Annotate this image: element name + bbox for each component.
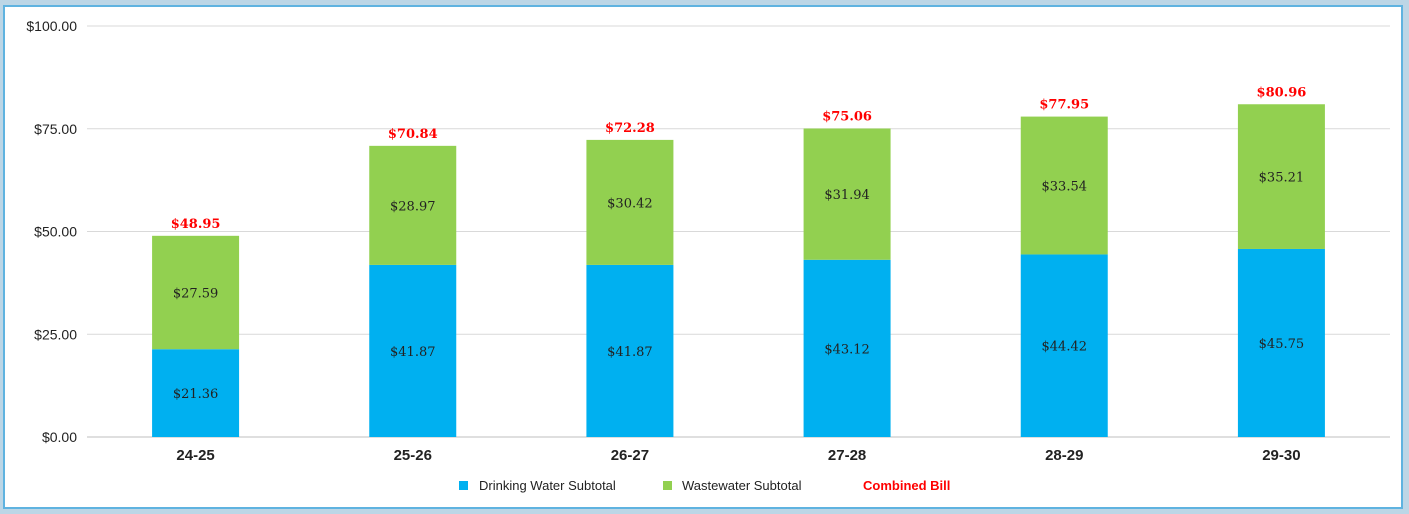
chart-frame: $0.00 $25.00 $50.00 $75.00 $100.00 $21.36 $27… [3,5,1403,509]
data-label-wastewater: $35.21 [1259,171,1305,186]
legend-label-drinking-water: Drinking Water Subtotal [479,478,616,493]
data-label-combined-bill: $80.96 [1257,85,1307,100]
bar-wastewater [369,145,457,265]
bars [152,104,1325,437]
y-tick-label: $0.00 [42,429,77,445]
legend-label-combined-bill: Combined Bill [863,478,950,493]
gridlines [87,25,1390,438]
legend-swatch-wastewater [663,481,672,490]
x-tick-label: 29-30 [1262,447,1300,464]
bar-drinking-water [1237,248,1325,437]
data-labels: $21.36 $27.59 $48.95 $41.87 $28.97 $70.84 $41.… [171,85,1307,402]
bar-wastewater [803,128,891,260]
data-label-combined-bill: $75.06 [822,110,872,125]
data-label-drinking-water: $44.42 [1042,340,1088,355]
data-label-wastewater: $30.42 [607,196,653,211]
legend-label-wastewater: Wastewater Subtotal [682,478,802,493]
data-label-wastewater: $27.59 [173,287,219,302]
bar-wastewater [586,139,674,265]
data-label-drinking-water: $41.87 [607,345,653,360]
bar-drinking-water [369,264,457,437]
data-label-combined-bill: $70.84 [388,127,438,142]
x-tick-label: 25-26 [394,447,432,464]
y-tick-label: $25.00 [34,326,77,342]
y-tick-label: $50.00 [34,224,77,240]
bar-wastewater [1237,104,1325,249]
bar-drinking-water [803,259,891,437]
bar-wastewater [152,235,240,350]
y-axis-ticks: $0.00 $25.00 $50.00 $75.00 $100.00 [26,18,77,445]
data-label-combined-bill: $72.28 [605,121,655,136]
x-tick-label: 27-28 [828,447,866,464]
bar-drinking-water [152,349,240,437]
x-tick-label: 28-29 [1045,447,1083,464]
data-label-combined-bill: $77.95 [1039,98,1089,113]
data-label-drinking-water: $21.36 [173,387,219,402]
data-label-drinking-water: $43.12 [824,342,870,357]
stacked-bar-chart: $0.00 $25.00 $50.00 $75.00 $100.00 $21.36 $27… [26,18,1390,493]
y-tick-label: $75.00 [34,121,77,137]
y-tick-label: $100.00 [26,18,77,34]
bar-drinking-water [1020,254,1108,437]
x-tick-label: 26-27 [611,447,649,464]
data-label-combined-bill: $48.95 [171,217,221,232]
data-label-wastewater: $31.94 [824,188,870,203]
x-tick-label: 24-25 [176,447,214,464]
legend-swatch-drinking-water [459,481,468,490]
x-axis-ticks: 24-25 25-26 26-27 27-28 28-29 29-30 [176,447,1300,464]
legend: Drinking Water Subtotal Wastewater Subto… [459,478,950,493]
bar-wastewater [1020,116,1108,255]
data-label-wastewater: $28.97 [390,199,436,214]
data-label-drinking-water: $45.75 [1259,337,1305,352]
data-label-drinking-water: $41.87 [390,345,436,360]
bar-drinking-water [586,264,674,437]
data-label-wastewater: $33.54 [1042,180,1088,195]
